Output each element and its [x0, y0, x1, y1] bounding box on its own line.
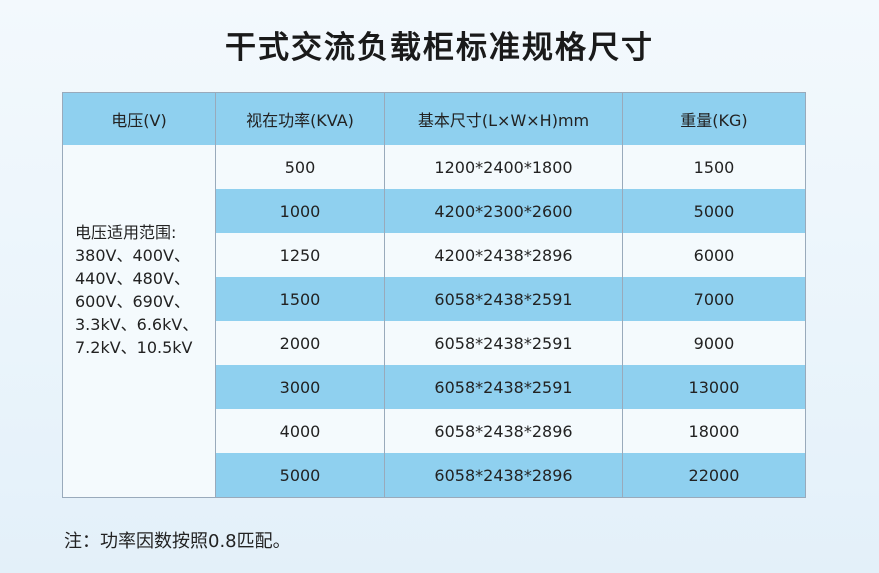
cell-weight: 1500 — [622, 145, 806, 189]
cell-power: 1250 — [215, 233, 385, 277]
voltage-range-label: 电压适用范围: — [75, 223, 177, 242]
page-title: 干式交流负载柜标准规格尺寸 — [225, 30, 654, 66]
table-row: 电压适用范围: 380V、400V、 440V、480V、 600V、690V、 3.3… — [62, 145, 806, 498]
cell-size: 6058*2438*2591 — [384, 277, 623, 321]
cell-size: 6058*2438*2591 — [384, 365, 623, 409]
cell-weight: 5000 — [622, 189, 806, 233]
cell-size: 6058*2438*2896 — [384, 453, 623, 498]
table-row: 1250 4200*2438*2896 6000 — [63, 233, 806, 277]
cell-size: 1200*2400*1800 — [384, 145, 623, 189]
voltage-range-cell: 电压适用范围: 380V、400V、 440V、480V、 600V、690V、 3.3… — [62, 145, 216, 498]
cell-weight: 18000 — [622, 409, 806, 453]
cell-power: 3000 — [215, 365, 385, 409]
cell-size: 6058*2438*2591 — [384, 321, 623, 365]
cell-power: 1500 — [215, 277, 385, 321]
cell-power: 500 — [215, 145, 385, 189]
table-row: 1000 4200*2300*2600 5000 — [63, 189, 806, 233]
voltage-range-line: 7.2kV、10.5kV — [75, 338, 193, 357]
header-size: 基本尺寸(L×W×H)mm — [384, 92, 623, 145]
table-header: 电压(V) 视在功率(KVA) 基本尺寸(L×W×H)mm 重量(KG) — [62, 92, 806, 145]
table-row: 4000 6058*2438*2896 18000 — [63, 409, 806, 453]
voltage-range-line: 3.3kV、6.6kV、 — [75, 315, 199, 334]
cell-size: 6058*2438*2896 — [384, 409, 623, 453]
table-row: 5000 6058*2438*2896 22000 — [63, 453, 806, 498]
cell-size: 4200*2300*2600 — [384, 189, 623, 233]
cell-power: 1000 — [215, 189, 385, 233]
cell-weight: 9000 — [622, 321, 806, 365]
voltage-range-line: 600V、690V、 — [75, 292, 190, 311]
header-weight: 重量(KG) — [622, 92, 806, 145]
cell-power: 2000 — [215, 321, 385, 365]
cell-weight: 7000 — [622, 277, 806, 321]
table-row: 3000 6058*2438*2591 13000 — [63, 365, 806, 409]
cell-weight: 6000 — [622, 233, 806, 277]
footnote: 注：功率因数按照0.8匹配。 — [64, 531, 291, 552]
voltage-range-line: 440V、480V、 — [75, 269, 190, 288]
table-row: 1500 6058*2438*2591 7000 — [63, 277, 806, 321]
cell-weight: 13000 — [622, 365, 806, 409]
header-voltage: 电压(V) — [62, 92, 216, 145]
cell-power: 4000 — [215, 409, 385, 453]
cell-size: 4200*2438*2896 — [384, 233, 623, 277]
voltage-range-line: 380V、400V、 — [75, 246, 190, 265]
table-row: 2000 6058*2438*2591 9000 — [63, 321, 806, 365]
cell-power: 5000 — [215, 453, 385, 498]
cell-weight: 22000 — [622, 453, 806, 498]
header-power: 视在功率(KVA) — [215, 92, 385, 145]
spec-table: 电压(V) 视在功率(KVA) 基本尺寸(L×W×H)mm 重量(KG) 电压适… — [62, 92, 806, 498]
